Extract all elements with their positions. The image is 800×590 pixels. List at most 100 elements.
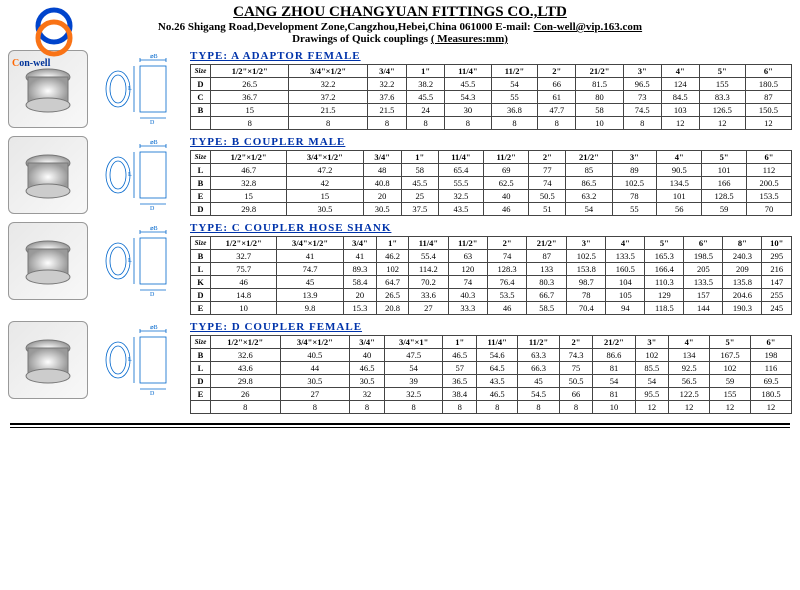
cell: 15 [211, 190, 287, 203]
cell: 87 [527, 250, 567, 263]
cell: 58.4 [343, 276, 376, 289]
cell: 15 [287, 190, 363, 203]
cell: 98.7 [567, 276, 606, 289]
cell: 8 [477, 401, 518, 414]
col-header: 5" [699, 65, 745, 78]
col-header: 1" [407, 65, 445, 78]
cell: 134.5 [657, 177, 702, 190]
cell: 240.3 [723, 250, 762, 263]
cell: 33.3 [448, 302, 487, 315]
col-header: 1/2"×1/2" [211, 237, 277, 250]
cell: 255 [762, 289, 792, 302]
col-header: 1" [377, 237, 409, 250]
cell: 13.9 [277, 289, 343, 302]
cell: 180.5 [751, 388, 792, 401]
cell: 40.3 [448, 289, 487, 302]
cell: 51 [529, 203, 566, 216]
cell: 46.5 [477, 388, 518, 401]
cell: 58.5 [527, 302, 567, 315]
svg-text:⌀B: ⌀B [150, 325, 158, 331]
cell: 167.5 [710, 349, 751, 362]
cell: 39 [385, 375, 443, 388]
cell: 8 [367, 117, 406, 130]
cell: 53.5 [488, 289, 527, 302]
cell: 15 [211, 104, 289, 117]
cell: 32.5 [438, 190, 483, 203]
cell: 126.5 [699, 104, 745, 117]
cell: 12 [751, 401, 792, 414]
cell: 24 [407, 104, 445, 117]
cell: 135.8 [723, 276, 762, 289]
cell: 104 [606, 276, 645, 289]
cell: 78 [612, 190, 657, 203]
col-header: 3/4"×1/2" [277, 237, 343, 250]
cell: 50.5 [529, 190, 566, 203]
cell: 30.5 [350, 375, 385, 388]
cell: 86.5 [566, 177, 612, 190]
cell: 45 [518, 375, 559, 388]
col-header: 4" [669, 336, 710, 349]
cell: 57 [443, 362, 477, 375]
cell: 32.8 [211, 177, 287, 190]
cell: 102 [710, 362, 751, 375]
cell: 8 [538, 117, 576, 130]
company-name: CANG ZHOU CHANGYUAN FITTINGS CO.,LTD [0, 4, 800, 21]
svg-text:⌀B: ⌀B [150, 226, 158, 232]
cell: 165.3 [645, 250, 684, 263]
cell: 43.5 [477, 375, 518, 388]
cell: 54 [566, 203, 612, 216]
cell: 46.2 [377, 250, 409, 263]
cell: 63.2 [566, 190, 612, 203]
row-header: B [191, 349, 211, 362]
cell: 64.5 [477, 362, 518, 375]
col-header: 5" [710, 336, 751, 349]
col-header: 3/4"×1/2" [287, 151, 363, 164]
cell: 10 [593, 401, 635, 414]
cell: 8 [559, 401, 593, 414]
type-title-d: TYPE: D COUPLER FEMALE [190, 321, 792, 333]
col-header: 3/4" [343, 237, 376, 250]
row-header: L [191, 263, 211, 276]
cell: 46.7 [211, 164, 287, 177]
cell: 54 [635, 375, 669, 388]
cell: 42 [287, 177, 363, 190]
cell: 30 [445, 104, 492, 117]
cell: 64.7 [377, 276, 409, 289]
cell: 40 [350, 349, 385, 362]
cell: 54.3 [445, 91, 492, 104]
product-photo-d [8, 321, 88, 399]
cell: 102 [377, 263, 409, 276]
cell: 37.6 [367, 91, 406, 104]
cell: 103 [661, 104, 699, 117]
col-header: 21/2" [576, 65, 623, 78]
col-header: 11/4" [409, 237, 448, 250]
cell: 12 [669, 401, 710, 414]
product-photo-c [8, 222, 88, 300]
col-header: 4" [661, 65, 699, 78]
cell: 198 [751, 349, 792, 362]
footer-rule-thin [10, 427, 790, 428]
col-header: 11/4" [445, 65, 492, 78]
cell: 295 [762, 250, 792, 263]
cell: 80.3 [527, 276, 567, 289]
cell: 102.5 [612, 177, 657, 190]
cell: 12 [661, 117, 699, 130]
col-header: 2" [488, 237, 527, 250]
row-header: D [191, 375, 211, 388]
svg-text:D: D [150, 120, 155, 126]
cell: 90.5 [657, 164, 702, 177]
row-header: B [191, 250, 211, 263]
cell: 14.8 [211, 289, 277, 302]
row-header: E [191, 302, 211, 315]
size-header: Size [191, 237, 211, 250]
cell: 44 [280, 362, 350, 375]
cell: 85 [566, 164, 612, 177]
cell: 15.3 [343, 302, 376, 315]
cell: 75.7 [211, 263, 277, 276]
cell: 61 [538, 91, 576, 104]
cell: 32.5 [385, 388, 443, 401]
row-header: L [191, 362, 211, 375]
cell: 155 [710, 388, 751, 401]
cell: 116 [751, 362, 792, 375]
col-header: 21/2" [593, 336, 635, 349]
